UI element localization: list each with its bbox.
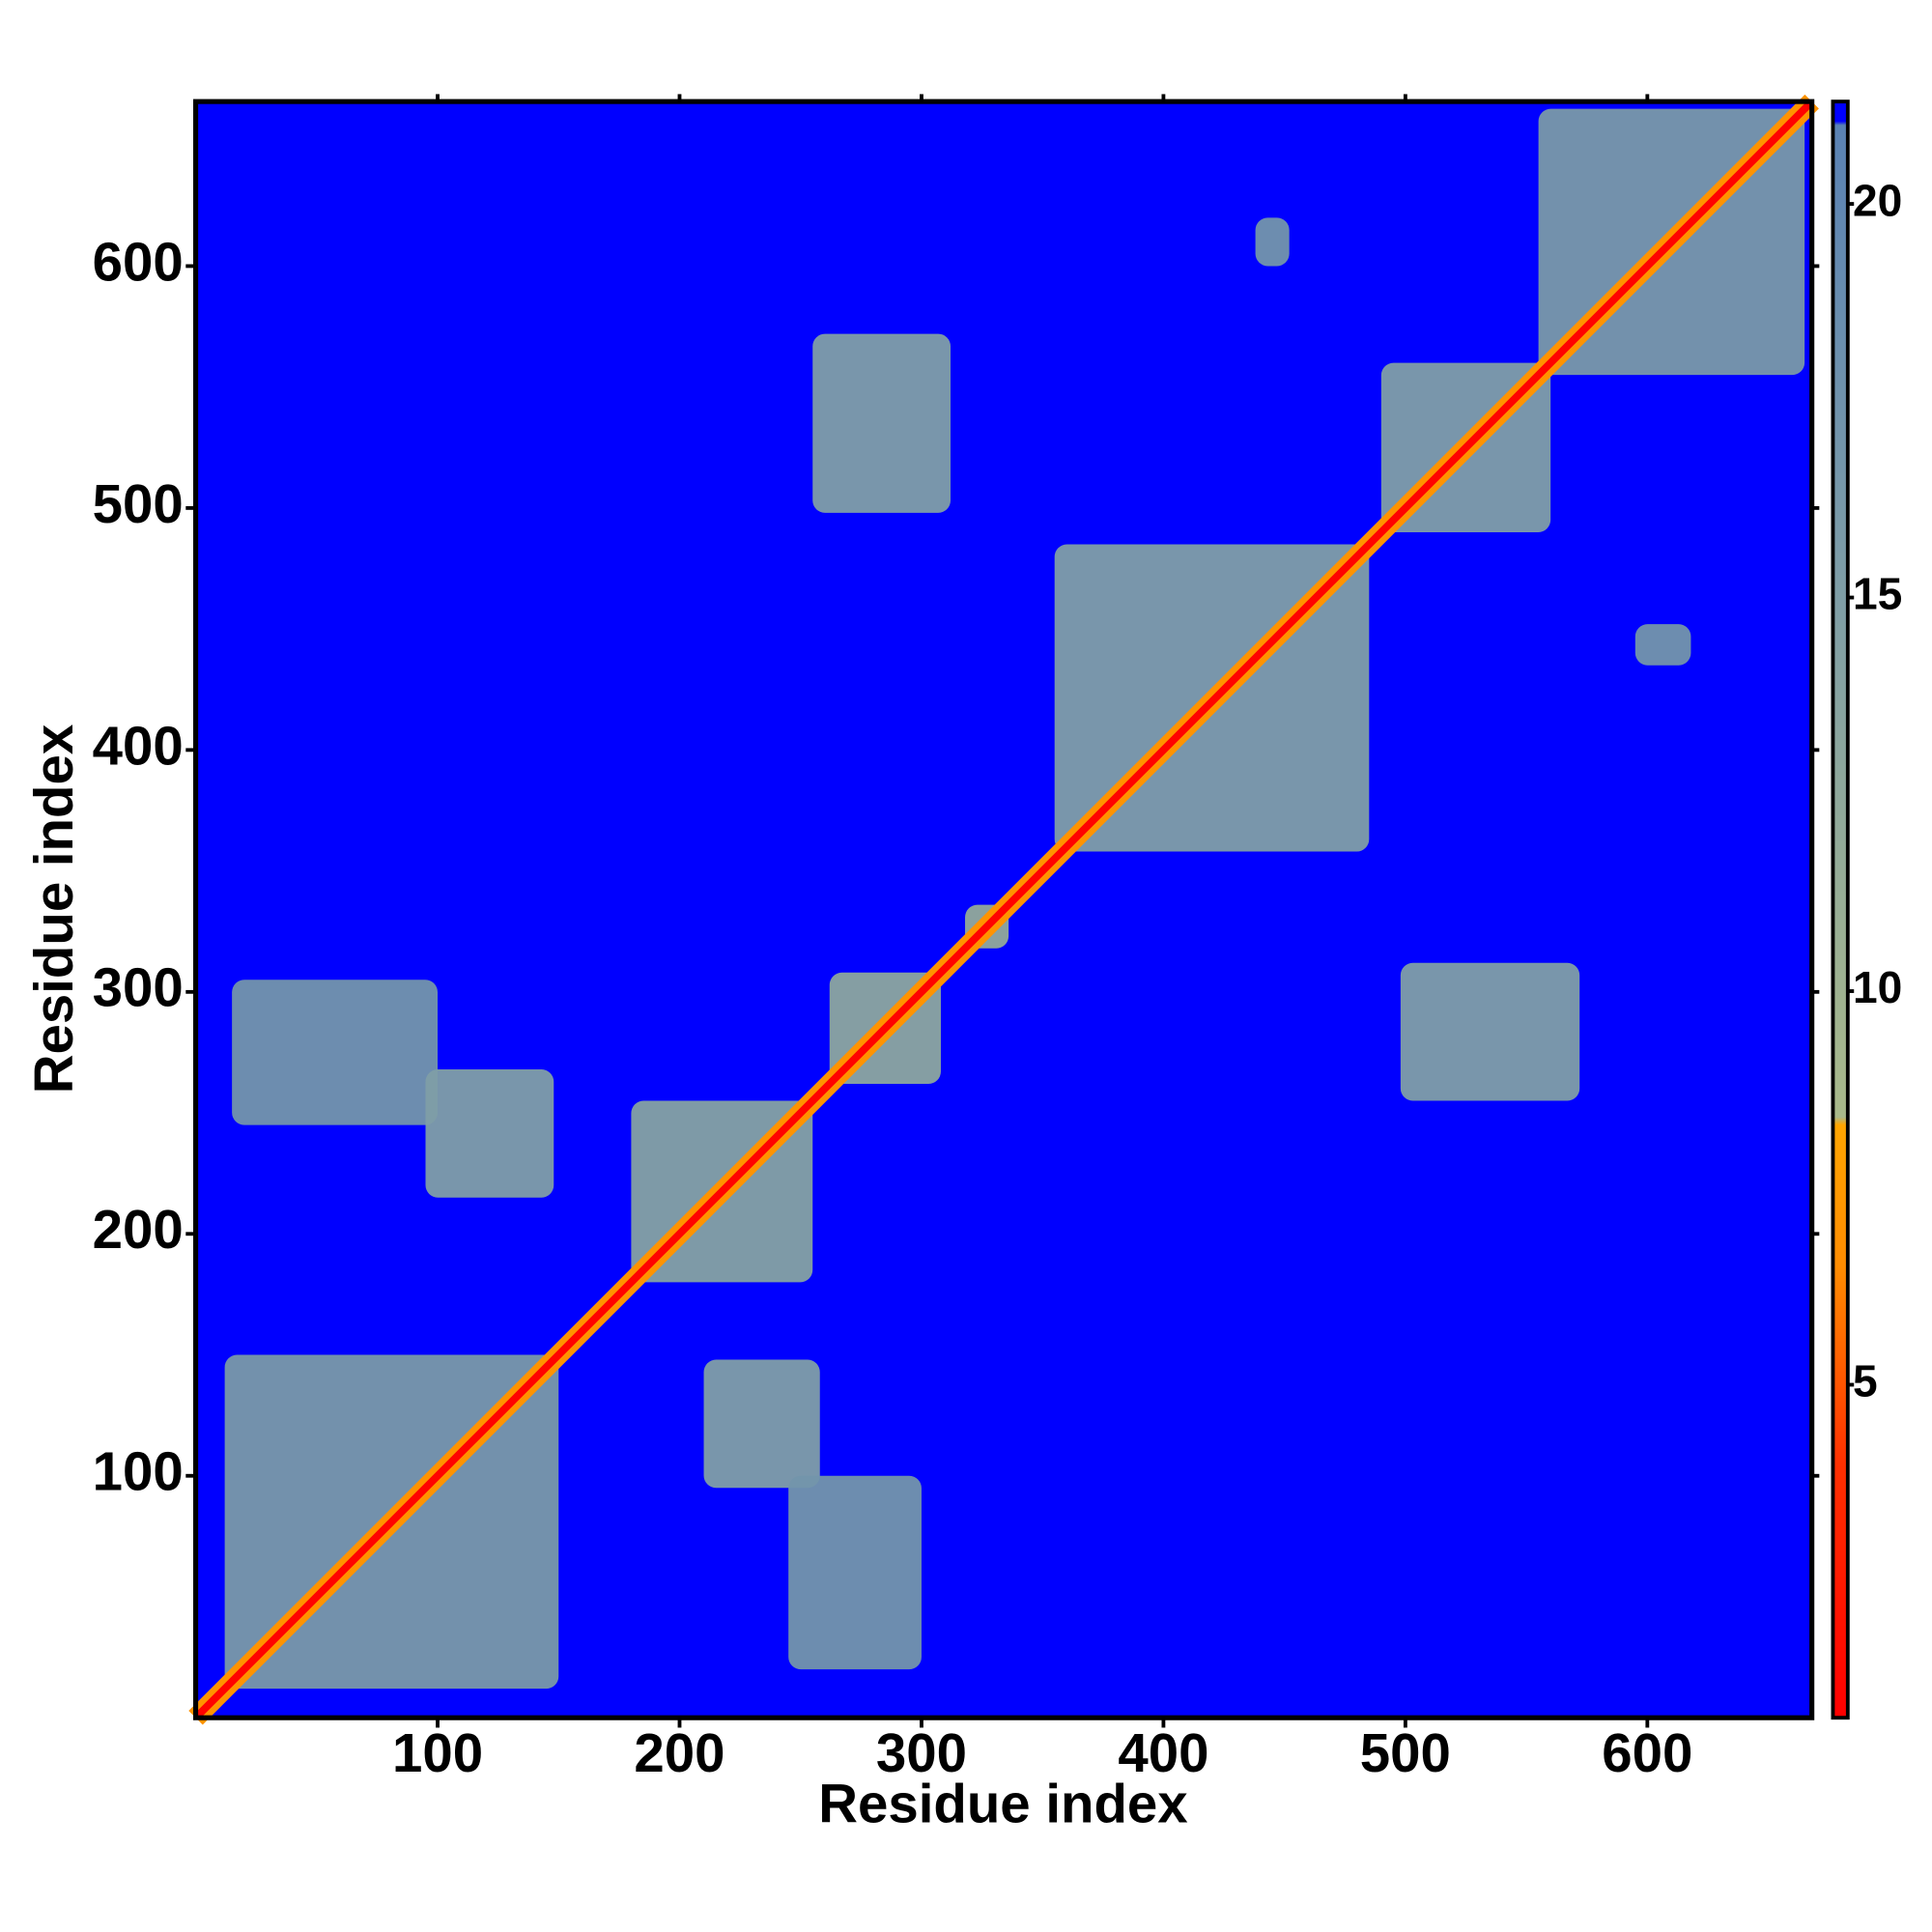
plot-area <box>188 94 1819 1725</box>
plot-frame <box>193 99 1815 1720</box>
x-tick-label: 100 <box>392 1722 483 1783</box>
y-tick-label: 200 <box>93 1199 184 1260</box>
heatmap-patch <box>812 333 952 513</box>
colorbar <box>1831 99 1850 1720</box>
heatmap-patch <box>232 980 439 1125</box>
heatmap-patch <box>1400 962 1580 1101</box>
y-tick-label: 300 <box>93 957 184 1018</box>
colorbar-tick-label: 10 <box>1853 962 1902 1012</box>
colorbar-tick-label: 20 <box>1853 175 1902 225</box>
x-axis-title: Residue index <box>818 1774 1187 1834</box>
heatmap-patch <box>1255 217 1290 267</box>
heatmap-patch <box>425 1068 554 1198</box>
y-tick-label: 100 <box>93 1441 184 1502</box>
y-tick-label: 400 <box>93 715 184 776</box>
heatmap-patch <box>703 1359 820 1489</box>
x-tick-label: 400 <box>1118 1722 1208 1783</box>
diagonal <box>192 99 1815 1720</box>
colorbar-tick-label: 15 <box>1853 569 1902 619</box>
y-tick-label: 600 <box>93 231 184 292</box>
heatmap-patch <box>1634 624 1691 666</box>
x-tick-label: 600 <box>1602 1722 1692 1783</box>
y-tick-label: 500 <box>93 473 184 534</box>
x-tick-label: 500 <box>1360 1722 1451 1783</box>
x-tick-label: 200 <box>634 1722 724 1783</box>
x-tick-label: 300 <box>876 1722 967 1783</box>
colorbar-tick-label: 5 <box>1853 1356 1878 1406</box>
y-axis-title: Residue index <box>23 724 84 1094</box>
heatmap-patch <box>788 1475 922 1670</box>
